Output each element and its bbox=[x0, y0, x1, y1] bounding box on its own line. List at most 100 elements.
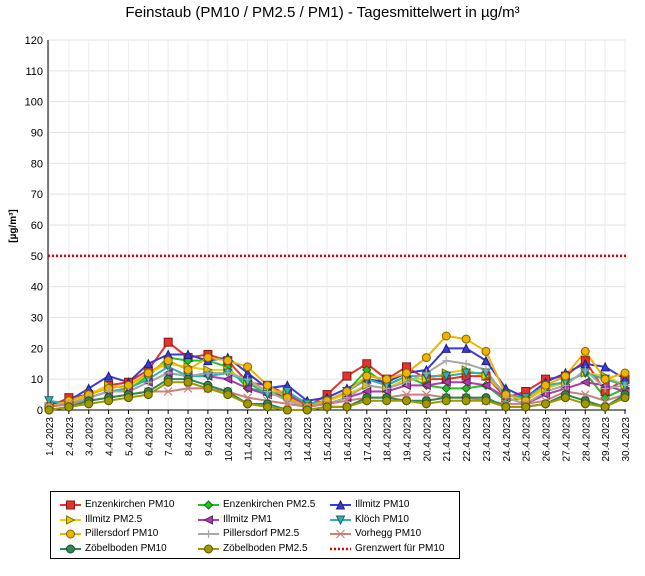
point-pillersdorf-pm2-5 bbox=[223, 369, 232, 377]
point-illmitz-pm10 bbox=[441, 343, 452, 353]
legend-label: Grenzwert für PM10 bbox=[355, 542, 445, 554]
x-tick-label: 20.4.2023 bbox=[422, 417, 433, 462]
point-illmitz-pm1 bbox=[421, 380, 431, 391]
legend-label: Zöbelboden PM2.5 bbox=[223, 542, 308, 554]
legend-marker bbox=[66, 500, 75, 510]
legend-marker bbox=[335, 499, 346, 510]
point-zoebelboden-pm2-5 bbox=[322, 402, 332, 412]
point-zoebelboden-pm2-5 bbox=[521, 402, 531, 412]
x-tick-label: 24.4.2023 bbox=[502, 417, 513, 462]
point-illmitz-pm10 bbox=[481, 355, 491, 366]
point-enzenkirchen-pm2-5 bbox=[441, 383, 451, 394]
x-tick-label: 7.4.2023 bbox=[164, 417, 175, 456]
point-pillersdorf-pm10 bbox=[362, 371, 372, 381]
point-zoebelboden-pm2-5 bbox=[541, 399, 551, 409]
y-tick-label: 20 bbox=[31, 343, 43, 355]
point-zoebelboden-pm2-5 bbox=[262, 402, 272, 412]
point-pillersdorf-pm2-5 bbox=[621, 381, 629, 390]
legend-label: Zöbelboden PM10 bbox=[85, 542, 167, 554]
legend-marker bbox=[66, 529, 75, 539]
point-pillersdorf-pm10 bbox=[600, 374, 610, 384]
point-pillersdorf-pm10 bbox=[620, 368, 630, 378]
legend-marker bbox=[204, 530, 213, 538]
legend-label: Illmitz PM1 bbox=[223, 513, 272, 525]
point-pillersdorf-pm10 bbox=[481, 346, 491, 356]
legend-label: Enzenkirchen PM2.5 bbox=[223, 499, 316, 510]
point-zoebelboden-pm2-5 bbox=[163, 377, 173, 387]
axes: 0 10 20 30 40 50 60 70 80 90 100 110 120 1.4.2023 2.4.… bbox=[25, 35, 632, 462]
x-tick-label: 6.4.2023 bbox=[144, 417, 155, 456]
y-tick-label: 40 bbox=[31, 282, 43, 294]
point-zoebelboden-pm2-5 bbox=[481, 396, 491, 406]
point-kloech-pm10 bbox=[282, 387, 293, 397]
series-lines bbox=[48, 334, 626, 411]
point-illmitz-pm10 bbox=[461, 343, 471, 353]
point-zoebelboden-pm2-5 bbox=[302, 405, 312, 415]
x-tick-label: 15.4.2023 bbox=[323, 417, 334, 462]
x-tick-label: 18.4.2023 bbox=[383, 417, 394, 462]
legend-label: Pillersdorf PM2.5 bbox=[223, 528, 300, 539]
point-zoebelboden-pm2-5 bbox=[620, 393, 630, 403]
x-tick-label: 13.4.2023 bbox=[283, 417, 294, 462]
point-pillersdorf-pm2-5 bbox=[541, 387, 550, 396]
legend-label: Enzenkirchen PM10 bbox=[85, 499, 175, 510]
point-zoebelboden-pm2-5 bbox=[580, 399, 590, 409]
x-tick-label: 4.4.2023 bbox=[105, 417, 116, 456]
point-pillersdorf-pm10 bbox=[461, 334, 471, 344]
point-pillersdorf-pm2-5 bbox=[581, 365, 590, 374]
x-tick-label: 25.4.2023 bbox=[522, 417, 533, 462]
y-tick-label: 110 bbox=[25, 66, 43, 78]
legend-swatch bbox=[330, 547, 351, 550]
point-zoebelboden-pm2-5 bbox=[84, 399, 94, 409]
y-tick-label: 70 bbox=[31, 189, 43, 201]
point-illmitz-pm1 bbox=[580, 377, 590, 388]
point-pillersdorf-pm2-5 bbox=[462, 359, 471, 368]
y-tick-label: 120 bbox=[25, 35, 43, 47]
x-tick-label: 5.4.2023 bbox=[124, 417, 135, 456]
point-pillersdorf-pm2-5 bbox=[561, 381, 570, 390]
point-pillersdorf-pm2-5 bbox=[501, 393, 510, 402]
point-zoebelboden-pm2-5 bbox=[362, 396, 372, 406]
legend-label: Klöch PM10 bbox=[355, 513, 409, 525]
legend-marker bbox=[336, 529, 345, 539]
point-zoebelboden-pm2-5 bbox=[44, 405, 54, 415]
y-tick-label: 50 bbox=[31, 251, 43, 263]
point-pillersdorf-pm10 bbox=[402, 368, 412, 378]
grid bbox=[48, 39, 626, 411]
y-axis-label: [µg/m³] bbox=[8, 209, 19, 243]
point-pillersdorf-pm2-5 bbox=[422, 369, 431, 377]
point-pillersdorf-pm2-5 bbox=[481, 365, 490, 374]
x-tick-label: 12.4.2023 bbox=[263, 417, 274, 462]
y-tick-label: 80 bbox=[31, 158, 43, 170]
x-tick-label: 29.4.2023 bbox=[601, 417, 612, 462]
point-pillersdorf-pm10 bbox=[223, 356, 233, 366]
x-tick-label: 1.4.2023 bbox=[45, 417, 56, 456]
point-zoebelboden-pm2-5 bbox=[64, 402, 74, 412]
point-pillersdorf-pm2-5 bbox=[243, 375, 252, 384]
point-enzenkirchen-pm2-5 bbox=[600, 392, 610, 403]
legend-marker bbox=[66, 544, 75, 553]
x-tick-label: 30.4.2023 bbox=[621, 417, 632, 462]
series-markers bbox=[43, 331, 631, 415]
point-pillersdorf-pm2-5 bbox=[402, 378, 411, 387]
point-illmitz-pm10 bbox=[103, 370, 114, 381]
point-pillersdorf-pm10 bbox=[382, 374, 392, 384]
legend-marker bbox=[203, 514, 213, 525]
legend-swatch bbox=[330, 515, 351, 525]
legend-swatch bbox=[60, 514, 81, 525]
legend-label: Illmitz PM2.5 bbox=[85, 513, 143, 525]
point-zoebelboden-pm2-5 bbox=[560, 393, 570, 403]
legend-swatch bbox=[198, 514, 219, 525]
x-tick-label: 11.4.2023 bbox=[244, 417, 255, 461]
legend-swatch bbox=[60, 529, 81, 539]
point-zoebelboden-pm2-5 bbox=[461, 396, 471, 406]
x-tick-label: 2.4.2023 bbox=[65, 417, 76, 456]
point-illmitz-pm10 bbox=[183, 349, 193, 359]
x-tick-label: 21.4.2023 bbox=[442, 417, 453, 462]
y-tick-label: 30 bbox=[31, 313, 43, 325]
legend-swatch bbox=[330, 529, 351, 539]
legend-label: Illmitz PM10 bbox=[355, 499, 410, 510]
point-vorhegg-pm10 bbox=[163, 387, 173, 396]
point-zoebelboden-pm2-5 bbox=[441, 396, 451, 406]
point-enzenkirchen-pm2-5 bbox=[461, 383, 471, 394]
